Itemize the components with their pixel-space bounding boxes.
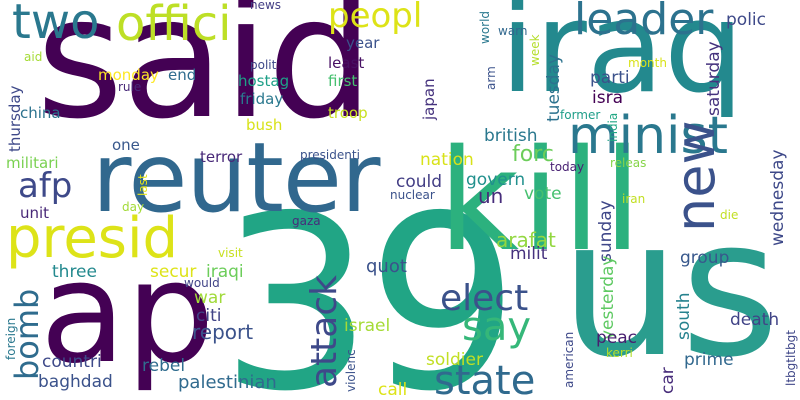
word-39: 39 <box>220 164 519 400</box>
word-monday: monday <box>98 66 159 84</box>
word-foreign: foreign <box>4 317 18 360</box>
word-first: first <box>328 72 358 90</box>
word-militari: militari <box>6 154 59 172</box>
word-vote: vote <box>524 184 562 204</box>
word-palestinian: palestinian <box>178 372 277 393</box>
word-rebel: rebel <box>142 356 186 376</box>
word-presidenti: presidenti <box>300 148 360 162</box>
word-arm: arm <box>484 66 498 90</box>
word-peac: peac <box>596 328 638 348</box>
word-one: one <box>112 136 140 154</box>
word-arafat: arafat <box>496 228 556 252</box>
word-said: said <box>36 0 374 156</box>
word-soldier: soldier <box>426 350 483 370</box>
word-unit: unit <box>20 204 50 222</box>
word-ltbgtltbgt: ltbgtltbgt <box>784 330 798 386</box>
word-china: china <box>20 104 61 122</box>
word-peopl: peopl <box>328 0 423 36</box>
word-would: would <box>184 276 220 290</box>
word-new: new <box>664 120 727 232</box>
word-india: india <box>606 112 620 142</box>
word-least: least <box>328 54 365 72</box>
word-south: south <box>674 292 694 340</box>
word-call: call <box>378 380 408 400</box>
word-forc: forc <box>512 142 554 167</box>
word-today: today <box>550 160 585 174</box>
word-visit: visit <box>218 246 243 260</box>
word-former: former <box>560 108 601 122</box>
word-end: end <box>168 66 197 84</box>
word-presid: presid <box>6 206 179 271</box>
word-two: two <box>12 0 100 50</box>
word-hostag: hostag <box>238 72 290 90</box>
word-three: three <box>52 262 97 282</box>
word-violenc: violenc <box>344 349 358 392</box>
word-rule: rule <box>118 80 142 94</box>
word-isra: isra <box>592 88 623 108</box>
word-nuclear: nuclear <box>390 188 435 202</box>
word-ap: ap <box>40 232 215 395</box>
word-terror: terror <box>200 148 243 166</box>
word-saturday: saturday <box>704 41 724 116</box>
word-bush: bush <box>246 116 283 134</box>
word-leader: leader <box>574 0 714 45</box>
word-last: last <box>136 174 150 196</box>
word-iraqi: iraqi <box>206 262 244 282</box>
word-friday: friday <box>240 90 284 108</box>
word-elect: elect <box>440 278 529 319</box>
word-afp: afp <box>18 166 73 206</box>
word-week: week <box>528 34 542 66</box>
word-prime: prime <box>684 350 734 370</box>
word-wednesday: wednesday <box>768 149 788 246</box>
word-baghdad: baghdad <box>38 372 113 392</box>
word-quot: quot <box>366 256 407 277</box>
word-offici: offici <box>116 0 232 52</box>
word-israel: israel <box>344 316 391 336</box>
word-parti: parti <box>590 68 630 88</box>
word-reuter: reuter <box>92 122 380 234</box>
word-releas: releas <box>610 156 647 170</box>
word-say: say <box>462 304 532 350</box>
word-polit: polit <box>250 58 277 72</box>
word-govern: govern <box>466 170 526 190</box>
word-group: group <box>680 248 730 268</box>
word-report: report <box>192 320 254 344</box>
word-troop: troop <box>328 104 368 122</box>
word-minist: minist <box>568 106 728 166</box>
word-warn: warn <box>498 24 528 38</box>
word-kerri: kerri <box>606 346 633 360</box>
word-british: british <box>484 126 538 146</box>
word-kill: kill <box>438 120 644 283</box>
word-american: american <box>562 331 576 388</box>
word-month: month <box>628 56 667 70</box>
word-die: die <box>720 208 739 222</box>
word-car: car <box>658 367 678 394</box>
word-iraq: iraq <box>500 0 745 121</box>
word-gaza: gaza <box>292 214 321 228</box>
word-un: un <box>478 184 504 208</box>
word-attack: attack <box>304 275 345 388</box>
word-sunday: sunday <box>596 200 616 262</box>
word-death: death <box>730 310 780 330</box>
word-aid: aid <box>24 50 43 64</box>
word-year: year <box>346 34 380 52</box>
word-news: news <box>250 0 282 12</box>
word-day: day <box>122 200 145 214</box>
word-citi: citi <box>196 306 222 326</box>
word-countri: countri <box>42 352 102 372</box>
word-milit: milit <box>510 244 548 264</box>
word-japan: japan <box>420 78 438 120</box>
word-war: war <box>194 288 226 308</box>
word-state: state <box>434 358 536 400</box>
word-secur: secur <box>150 262 197 282</box>
word-polic: polic <box>726 10 766 30</box>
word-could: could <box>396 172 443 192</box>
word-us: us <box>560 178 780 399</box>
word-world: world <box>478 10 492 44</box>
word-nation: nation <box>420 150 474 170</box>
word-iran: iran <box>622 192 646 206</box>
